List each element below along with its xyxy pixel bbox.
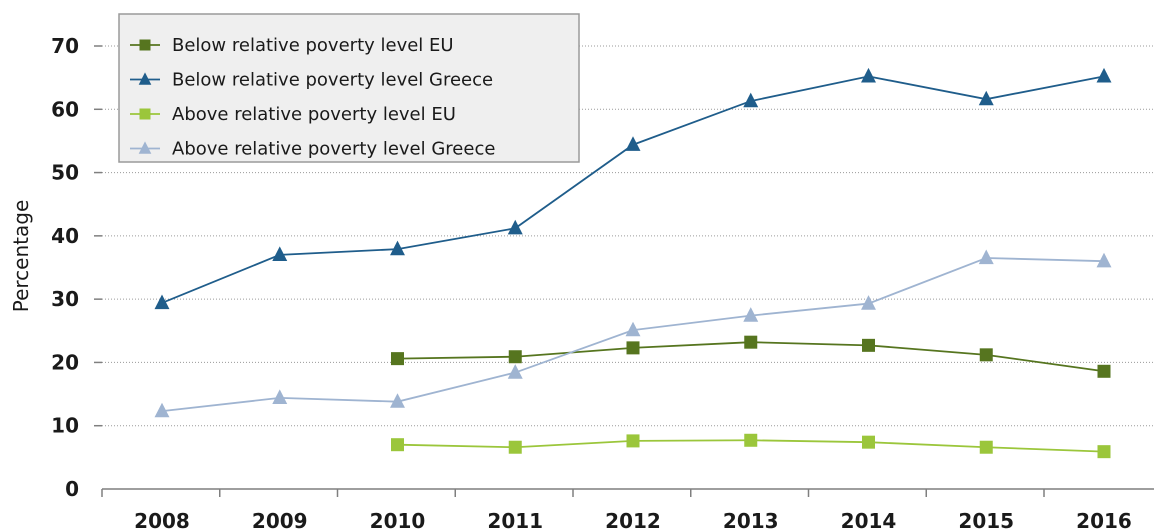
data-point bbox=[978, 90, 994, 106]
legend-item: Above relative poverty level Greece bbox=[130, 139, 495, 160]
x-tick-label: 2009 bbox=[252, 509, 308, 532]
data-point bbox=[862, 338, 875, 352]
y-tick-label: 50 bbox=[51, 161, 79, 185]
series-1 bbox=[391, 335, 1111, 378]
data-point bbox=[744, 335, 758, 349]
data-point bbox=[154, 402, 170, 418]
data-point bbox=[744, 433, 758, 447]
legend-item: Below relative poverty level Greece bbox=[130, 70, 493, 91]
data-point bbox=[625, 321, 641, 337]
legend-box bbox=[118, 13, 580, 163]
x-tick-label: 2014 bbox=[841, 509, 897, 532]
data-point bbox=[390, 393, 405, 408]
data-point bbox=[1097, 364, 1111, 378]
x-tick-label: 2008 bbox=[134, 509, 190, 532]
data-point bbox=[154, 294, 170, 310]
y-axis-title: Percentage bbox=[9, 200, 33, 313]
x-tick-label: 2013 bbox=[723, 509, 779, 532]
legend-marker bbox=[138, 72, 152, 85]
data-point bbox=[1096, 67, 1112, 83]
x-tick-label: 2010 bbox=[370, 509, 426, 532]
data-point bbox=[391, 352, 404, 366]
y-tick-label: 60 bbox=[51, 97, 79, 121]
data-point bbox=[743, 92, 759, 108]
legend-item: Below relative poverty level EU bbox=[130, 35, 454, 56]
data-point bbox=[626, 341, 640, 355]
y-tick-label: 0 bbox=[65, 477, 79, 501]
y-tick-label: 30 bbox=[51, 287, 79, 311]
data-point bbox=[861, 67, 876, 83]
y-tick-label: 70 bbox=[51, 34, 79, 58]
legend-item: Above relative poverty level EU bbox=[130, 104, 456, 125]
legend-label: Below relative poverty level EU bbox=[172, 35, 454, 56]
data-point bbox=[1096, 252, 1112, 268]
data-point bbox=[1097, 445, 1111, 459]
data-point bbox=[862, 435, 875, 449]
series-3 bbox=[391, 433, 1111, 459]
data-point bbox=[625, 136, 641, 151]
legend-marker bbox=[139, 39, 151, 51]
y-tick-label: 20 bbox=[51, 350, 79, 374]
legend-label: Above relative poverty level Greece bbox=[172, 139, 495, 160]
series-layer bbox=[154, 67, 1112, 459]
data-point bbox=[743, 307, 759, 322]
x-tick-label: 2012 bbox=[605, 509, 661, 532]
legend-marker bbox=[138, 141, 152, 154]
data-point bbox=[508, 440, 522, 454]
series-2 bbox=[154, 67, 1112, 310]
x-tick-label: 2016 bbox=[1076, 509, 1132, 532]
legend-marker bbox=[139, 108, 151, 120]
data-point bbox=[507, 364, 523, 379]
data-point bbox=[508, 350, 522, 364]
data-point bbox=[979, 348, 993, 362]
x-tick-label: 2011 bbox=[487, 509, 543, 532]
data-point bbox=[507, 219, 523, 235]
x-tick-label: 2015 bbox=[958, 509, 1014, 532]
data-point bbox=[272, 246, 288, 261]
data-point bbox=[272, 389, 288, 405]
legend-label: Below relative poverty level Greece bbox=[172, 70, 493, 91]
series-4 bbox=[154, 249, 1112, 418]
y-tick-label: 10 bbox=[51, 414, 79, 438]
data-point bbox=[390, 240, 405, 256]
data-point bbox=[978, 249, 994, 265]
axis-layer: 0 10 20 30 40 50 60 70 2008 2009 2010 2011 2012 2013 2… bbox=[51, 34, 1154, 532]
data-point bbox=[391, 438, 404, 452]
grid-layer bbox=[102, 45, 1154, 427]
data-point bbox=[626, 434, 640, 448]
legend: Below relative poverty level EU Below rel… bbox=[118, 13, 580, 163]
data-point bbox=[979, 440, 993, 454]
legend-label: Above relative poverty level EU bbox=[172, 104, 456, 125]
y-tick-label: 40 bbox=[51, 224, 79, 248]
data-point bbox=[861, 295, 876, 310]
